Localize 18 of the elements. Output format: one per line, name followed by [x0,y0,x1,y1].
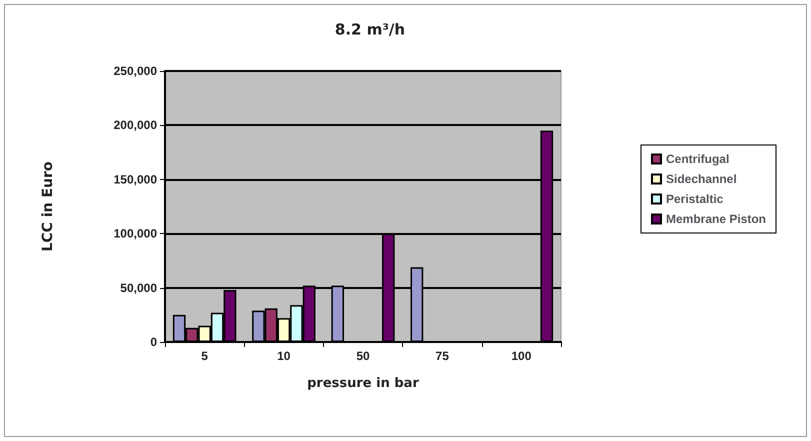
y-tick-label: 200,000 [114,118,158,132]
x-tick-label: 10 [277,349,291,363]
y-tick-label: 50,000 [120,280,158,295]
chart-title: 8.2 m³/h [334,20,406,38]
legend-label: Membrane Piston [666,212,766,226]
x-tick-label: 100 [511,349,532,363]
x-tick-label: 75 [436,349,450,363]
y-axis-title: LCC in Euro [40,161,56,252]
legend-label: Centrifugal [666,152,730,166]
y-tick-label: 0 [150,335,158,349]
y-tick-label: 100,000 [114,226,158,241]
legend-label: Sidechannel [666,172,737,186]
y-tick-label: 250,000 [114,64,158,78]
y-tick-label: 150,000 [114,172,158,186]
legend-label: Peristaltic [666,192,724,206]
x-axis-title: pressure in bar [307,376,420,391]
x-tick-label: 5 [201,349,208,363]
x-tick-label: 50 [356,349,370,363]
